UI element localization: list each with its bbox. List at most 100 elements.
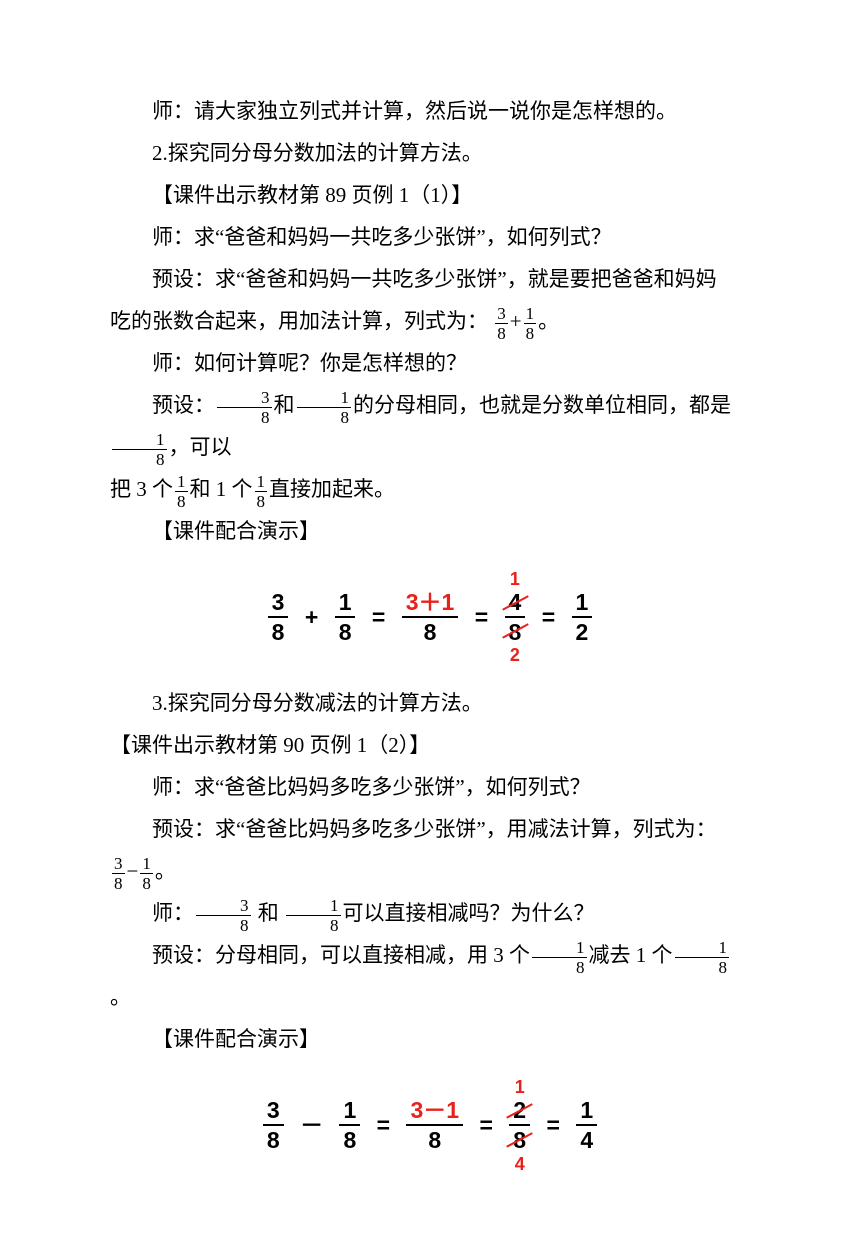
numerator: 3 bbox=[263, 1098, 284, 1126]
paragraph-9: 【课件配合演示】 bbox=[110, 510, 750, 552]
text: 把 3 个 bbox=[110, 477, 173, 501]
text: 直接加起来。 bbox=[269, 477, 395, 501]
numerator: 1 bbox=[532, 939, 587, 958]
fraction-result: 1 2 bbox=[572, 590, 593, 644]
cancel-top: 1 bbox=[509, 1078, 530, 1096]
numerator: 3 bbox=[217, 389, 272, 408]
numerator: 3－1 bbox=[406, 1098, 463, 1126]
denominator: 8 bbox=[217, 408, 272, 426]
numerator: 3＋1 bbox=[402, 590, 459, 618]
period: 。 bbox=[538, 309, 559, 333]
fraction-1-8: 1 8 bbox=[175, 473, 188, 510]
denominator: 4 bbox=[576, 1126, 597, 1152]
equals-op: = bbox=[475, 594, 488, 640]
equals-op: = bbox=[479, 1102, 492, 1148]
paragraph-5b: 吃的张数合起来，用加法计算，列式为： 3 8 + 1 8 。 bbox=[110, 300, 750, 342]
text: 和 bbox=[274, 393, 295, 417]
text: 和 bbox=[253, 901, 285, 925]
paragraph-15: 师： 3 8 和 1 8 可以直接相减吗？为什么？ bbox=[110, 892, 750, 934]
numerator: 3 bbox=[268, 590, 289, 618]
fraction-1-8: 1 8 bbox=[297, 389, 352, 426]
fraction-3-8: 3 8 bbox=[196, 897, 251, 934]
period: 。 bbox=[155, 859, 176, 883]
equals-op: = bbox=[377, 1102, 390, 1148]
paragraph-16: 预设：分母相同，可以直接相减，用 3 个 1 8 减去 1 个 1 8 。 bbox=[110, 934, 750, 1018]
numerator: 1 bbox=[524, 305, 537, 324]
cancel-bot: 2 bbox=[505, 646, 526, 664]
numerator: 1 bbox=[572, 590, 593, 618]
denominator: 8 bbox=[112, 450, 167, 468]
denominator: 8 bbox=[175, 492, 188, 510]
denominator: 8 bbox=[268, 618, 289, 644]
numerator: 3 bbox=[112, 855, 125, 874]
fraction-3-8: 3 8 bbox=[112, 855, 125, 892]
fraction-1-8: 1 8 bbox=[255, 473, 268, 510]
equation-1: 3 8 + 1 8 = 3＋1 8 = 1 4 8 2 = 1 2 bbox=[110, 570, 750, 664]
text: 吃的张数合起来，用加法计算，列式为： bbox=[110, 309, 488, 333]
fraction-1-8: 1 8 bbox=[532, 939, 587, 976]
text: 可以直接相减吗？为什么？ bbox=[343, 901, 595, 925]
cancel-top: 1 bbox=[505, 570, 526, 588]
denominator: 2 bbox=[572, 618, 593, 644]
denominator: 8 bbox=[335, 618, 356, 644]
paragraph-7: 预设： 3 8 和 1 8 的分母相同，也就是分数单位相同，都是 1 8 ，可以 bbox=[110, 384, 750, 468]
paragraph-6: 师：如何计算呢？你是怎样想的？ bbox=[110, 342, 750, 384]
denominator: 8 bbox=[402, 618, 459, 644]
paragraph-12: 师：求“爸爸比妈妈多吃多少张饼”，如何列式？ bbox=[110, 766, 750, 808]
numerator: 3 bbox=[196, 897, 251, 916]
equals-op: = bbox=[542, 594, 555, 640]
paragraph-11: 【课件出示教材第 90 页例 1（2）】 bbox=[110, 724, 750, 766]
fraction-result: 1 4 bbox=[576, 1098, 597, 1152]
numerator: 1 bbox=[335, 590, 356, 618]
plus-op: + bbox=[305, 594, 318, 640]
fraction-1-8: 1 8 bbox=[286, 897, 341, 934]
text: 师： bbox=[152, 901, 194, 925]
text: 预设： bbox=[152, 393, 215, 417]
numerator: 3 bbox=[495, 305, 508, 324]
denominator: 8 bbox=[297, 408, 352, 426]
paragraph-14: 3 8 − 1 8 。 bbox=[110, 850, 750, 892]
equals-op: = bbox=[372, 594, 385, 640]
fraction-1-8: 1 8 bbox=[524, 305, 537, 342]
fraction-3-8: 3 8 bbox=[495, 305, 508, 342]
paragraph-13: 预设：求“爸爸比妈妈多吃多少张饼”，用减法计算，列式为： bbox=[110, 808, 750, 850]
paragraph-5a: 预设：求“爸爸和妈妈一共吃多少张饼”，就是要把爸爸和妈妈 bbox=[110, 258, 750, 300]
numerator: 1 bbox=[576, 1098, 597, 1126]
fraction-b: 1 8 bbox=[339, 1098, 360, 1152]
fraction-1-8: 1 8 bbox=[112, 431, 167, 468]
fraction-1-8: 1 8 bbox=[675, 939, 730, 976]
minus-sign: − bbox=[127, 859, 139, 883]
paragraph-3: 【课件出示教材第 89 页例 1（1）】 bbox=[110, 174, 750, 216]
denominator: 8 bbox=[263, 1126, 284, 1152]
denominator: 8 bbox=[339, 1126, 360, 1152]
denominator: 8 bbox=[495, 324, 508, 342]
fraction-c: 3＋1 8 bbox=[402, 590, 459, 644]
denominator: 8 bbox=[140, 874, 153, 892]
paragraph-2: 2.探究同分母分数加法的计算方法。 bbox=[110, 132, 750, 174]
paragraph-17: 【课件配合演示】 bbox=[110, 1018, 750, 1060]
fraction-c: 3－1 8 bbox=[406, 1098, 463, 1152]
denominator: 8 bbox=[532, 958, 587, 976]
denominator: 8 bbox=[406, 1126, 463, 1152]
fraction-1-8: 1 8 bbox=[140, 855, 153, 892]
denominator: 8 bbox=[524, 324, 537, 342]
text: 预设：分母相同，可以直接相减，用 3 个 bbox=[152, 943, 530, 967]
numerator: 1 bbox=[286, 897, 341, 916]
text: 的分母相同，也就是分数单位相同，都是 bbox=[353, 393, 731, 417]
equals-op: = bbox=[546, 1102, 559, 1148]
cancel-bot: 4 bbox=[509, 1155, 530, 1173]
text: 和 1 个 bbox=[190, 477, 253, 501]
paragraph-8: 把 3 个 1 8 和 1 个 1 8 直接加起来。 bbox=[110, 468, 750, 510]
paragraph-10: 3.探究同分母分数减法的计算方法。 bbox=[110, 682, 750, 724]
numerator: 1 bbox=[175, 473, 188, 492]
denominator: 8 bbox=[286, 916, 341, 934]
denominator: 8 bbox=[255, 492, 268, 510]
numerator: 1 bbox=[675, 939, 730, 958]
fraction-b: 1 8 bbox=[335, 590, 356, 644]
text: ，可以 bbox=[169, 435, 232, 459]
denominator: 8 bbox=[675, 958, 730, 976]
numerator: 1 bbox=[339, 1098, 360, 1126]
equation-2: 3 8 － 1 8 = 3－1 8 = 1 2 8 4 = 1 4 bbox=[110, 1078, 750, 1172]
fraction-3-8: 3 8 bbox=[217, 389, 272, 426]
fraction-a: 3 8 bbox=[263, 1098, 284, 1152]
